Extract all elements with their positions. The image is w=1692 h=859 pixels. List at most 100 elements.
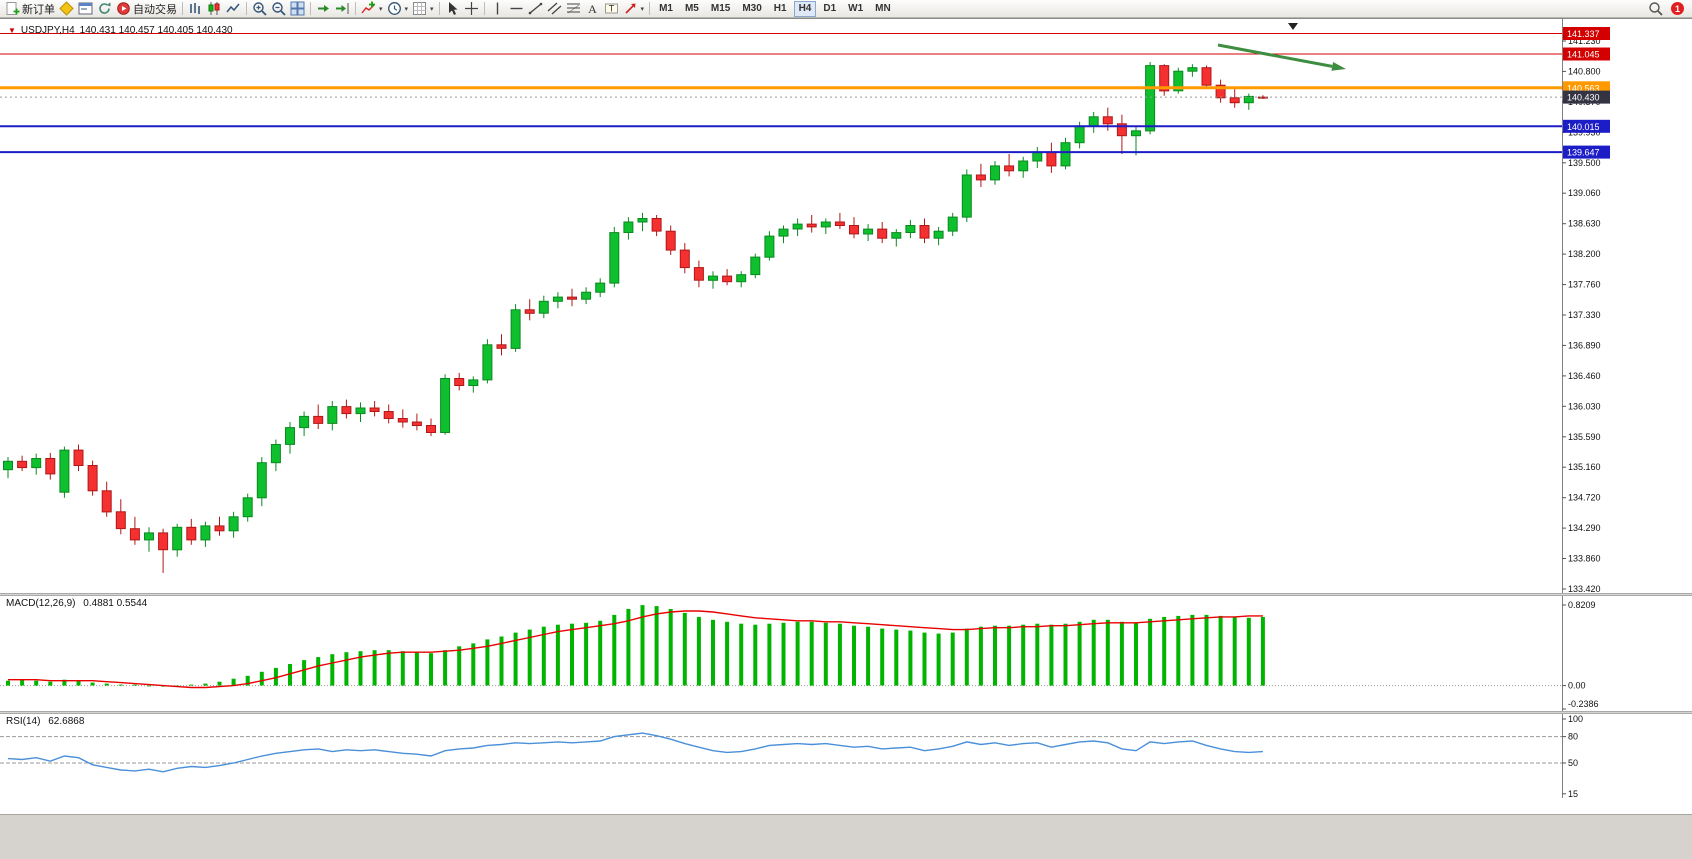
trend-arrow[interactable] xyxy=(1217,43,1346,71)
svg-text:50: 50 xyxy=(1568,758,1578,768)
notification-badge[interactable]: 1 xyxy=(1671,2,1684,15)
toolbar-right: 1 xyxy=(1648,1,1689,16)
terminal-button[interactable] xyxy=(76,1,95,17)
rsi-title: RSI(14) xyxy=(6,716,41,727)
label-icon: T xyxy=(604,1,619,16)
svg-text:134.290: 134.290 xyxy=(1568,523,1601,533)
svg-text:0.8209: 0.8209 xyxy=(1568,600,1596,610)
channel-button[interactable] xyxy=(545,1,564,17)
refresh-button[interactable] xyxy=(95,1,114,17)
bar-chart-button[interactable] xyxy=(186,1,205,17)
crosshair-button[interactable] xyxy=(462,1,481,17)
line-chart-button[interactable] xyxy=(224,1,243,17)
auto-scroll-button[interactable] xyxy=(314,1,333,17)
svg-text:141.230: 141.230 xyxy=(1568,36,1601,46)
macd-signal-line xyxy=(8,610,1263,689)
chart-shift-button[interactable] xyxy=(333,1,352,17)
timeframe-mn-button[interactable]: MN xyxy=(875,2,891,14)
indicators-button[interactable]: ▾ xyxy=(359,1,385,17)
main-chart-pane: 141.230140.800140.370139.930139.500139.0… xyxy=(0,19,1692,593)
macd-histogram xyxy=(6,605,1265,687)
timeframe-h1-button[interactable]: H1 xyxy=(773,2,787,14)
channel-icon xyxy=(547,1,562,16)
rsi-line xyxy=(7,732,1263,773)
svg-text:139.500: 139.500 xyxy=(1568,158,1601,168)
timeframe-d1-button[interactable]: D1 xyxy=(823,2,837,14)
caret-down-icon: ▾ xyxy=(404,5,409,13)
svg-text:136.890: 136.890 xyxy=(1568,340,1601,350)
text-icon: A xyxy=(585,1,600,16)
svg-text:-0.2386: -0.2386 xyxy=(1568,699,1599,709)
svg-text:137.760: 137.760 xyxy=(1568,280,1601,290)
tile-windows-icon xyxy=(290,1,305,16)
autotrading-label: 自动交易 xyxy=(133,3,177,16)
terminal-icon xyxy=(78,1,93,16)
svg-text:T: T xyxy=(608,4,614,14)
autotrading-button[interactable]: 自动交易 xyxy=(114,1,179,17)
toolbar-separator xyxy=(355,2,356,15)
rsi-label: RSI(14) 62.6868 xyxy=(6,716,84,727)
zoom-out-icon xyxy=(271,1,286,16)
timeframe-h4-button[interactable]: H4 xyxy=(793,0,817,17)
trendline-button[interactable] xyxy=(526,1,545,17)
chart-shift-marker[interactable] xyxy=(1288,23,1298,30)
timeframe-m15-button[interactable]: M15 xyxy=(710,2,731,14)
pane-splitter[interactable] xyxy=(0,593,1692,596)
svg-text:A: A xyxy=(588,2,597,16)
toolbar-separator xyxy=(649,2,651,15)
caret-down-icon: ▾ xyxy=(430,5,434,13)
toolbar: 新订单 自动交易 ▾ ▾ ▾ A T ▾ M1 M5 M15 M30 H1 H4 D1 W1 MN 1 xyxy=(0,0,1692,18)
macd-title: MACD(12,26,9) xyxy=(6,598,76,609)
search-icon[interactable] xyxy=(1648,1,1663,16)
zoom-in-button[interactable] xyxy=(250,1,269,17)
price-badge xyxy=(1563,47,1610,61)
rsi-pane: 100 80 50 15 RSI(14) 62.6868 xyxy=(0,714,1692,798)
candlestick-chart: 141.230140.800140.370139.930139.500139.0… xyxy=(0,19,1610,593)
tile-windows-button[interactable] xyxy=(288,1,307,17)
timeframe-m1-button[interactable]: M1 xyxy=(659,2,673,14)
cursor-button[interactable] xyxy=(443,1,462,17)
svg-text:140.015: 140.015 xyxy=(1567,122,1600,132)
vline-button[interactable] xyxy=(488,1,507,17)
toolbar-separator xyxy=(246,2,247,15)
rsi-value: 62.6868 xyxy=(48,716,85,727)
svg-text:138.630: 138.630 xyxy=(1568,219,1601,229)
hline-button[interactable] xyxy=(507,1,526,17)
svg-text:141.337: 141.337 xyxy=(1567,29,1600,39)
timeframe-m5-button[interactable]: M5 xyxy=(684,2,699,14)
rsi-chart: 100 80 50 15 xyxy=(0,714,1583,798)
pane-splitter[interactable] xyxy=(0,711,1692,714)
svg-text:133.420: 133.420 xyxy=(1568,584,1601,593)
toolbar-separator xyxy=(438,2,440,15)
price-badge xyxy=(1563,145,1610,159)
svg-text:80: 80 xyxy=(1568,732,1578,742)
label-button[interactable]: T xyxy=(602,1,621,17)
price-badge xyxy=(1563,27,1610,40)
new-order-button[interactable]: 新订单 xyxy=(3,1,57,17)
chart-ohlc-values: 140.431 140.457 140.405 140.430 xyxy=(79,25,233,36)
zoom-out-button[interactable] xyxy=(269,1,288,17)
macd-label: MACD(12,26,9) 0.4881 0.5544 xyxy=(6,598,147,609)
vline-icon xyxy=(490,1,505,16)
templates-button[interactable]: ▾ xyxy=(410,1,436,17)
new-order-label: 新订单 xyxy=(22,3,55,16)
candle-chart-button[interactable] xyxy=(205,1,224,17)
bar-chart-icon xyxy=(188,1,203,16)
zoom-in-icon xyxy=(252,1,267,16)
symbol-marker-icon: ▼ xyxy=(8,25,16,35)
text-button[interactable]: A xyxy=(583,1,602,17)
svg-text:140.430: 140.430 xyxy=(1567,93,1600,103)
fibo-icon xyxy=(566,1,581,16)
svg-text:141.045: 141.045 xyxy=(1567,50,1600,60)
svg-text:139.060: 139.060 xyxy=(1568,188,1601,198)
arrows-button[interactable]: ▾ xyxy=(621,1,647,17)
indicators-icon xyxy=(361,1,376,16)
price-badges: 141.337 141.045 140.563 140.015 139.647 140.4… xyxy=(1563,27,1610,159)
periods-button[interactable]: ▾ xyxy=(385,1,411,17)
timeframe-w1-button[interactable]: W1 xyxy=(848,2,864,14)
fibo-button[interactable] xyxy=(564,1,583,17)
timeframe-m30-button[interactable]: M30 xyxy=(742,2,762,14)
metaeditor-button[interactable] xyxy=(57,1,76,17)
toolbar-separator xyxy=(182,2,183,15)
status-strip xyxy=(0,814,1692,859)
